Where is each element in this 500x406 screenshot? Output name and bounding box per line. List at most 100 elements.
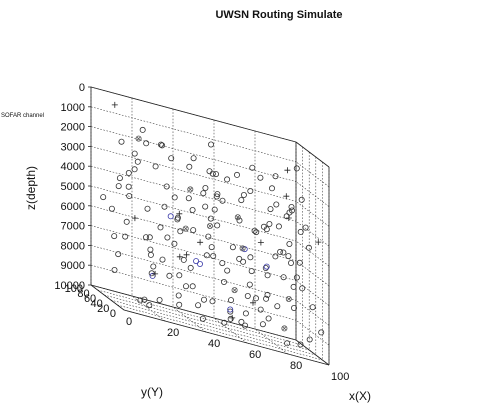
data-point-star — [188, 187, 193, 192]
data-point — [168, 155, 175, 162]
data-point — [283, 213, 290, 220]
data-point — [157, 224, 164, 231]
data-point — [176, 272, 183, 279]
y-tick-label: 20 — [97, 303, 109, 315]
grid-line — [295, 280, 330, 306]
data-point — [309, 304, 316, 311]
data-point-star — [136, 136, 141, 141]
data-point — [274, 303, 281, 310]
x-tick-label: 0 — [126, 316, 132, 328]
data-point — [176, 253, 183, 260]
y-tick-label: 80 — [77, 288, 89, 300]
data-point — [293, 165, 300, 172]
data-point — [108, 205, 115, 212]
data-point — [285, 253, 292, 260]
data-point — [214, 222, 221, 229]
data-point — [186, 163, 193, 170]
data-point — [302, 224, 309, 231]
data-point — [207, 215, 214, 222]
data-point — [193, 258, 200, 265]
data-point-star — [282, 326, 287, 331]
data-point — [200, 296, 207, 303]
data-point — [244, 292, 251, 299]
data-point — [247, 187, 254, 194]
data-point — [286, 240, 293, 247]
z-tick-label: 8000 — [61, 240, 85, 252]
z-tick-label: 9000 — [61, 260, 85, 272]
data-point — [143, 140, 150, 147]
data-point — [123, 218, 130, 225]
data-point — [229, 244, 236, 251]
box-edge — [90, 284, 125, 311]
grid-line — [295, 220, 330, 247]
grid-line — [90, 205, 297, 262]
data-point — [259, 321, 266, 328]
data-point — [272, 253, 279, 260]
z-tick-label: 10000 — [54, 280, 85, 292]
data-point — [131, 150, 138, 157]
box-edge — [295, 141, 330, 168]
data-point — [252, 295, 259, 302]
data-point — [176, 210, 183, 217]
grid-line — [295, 319, 330, 346]
data-point — [196, 260, 203, 267]
data-point — [200, 190, 207, 197]
y-tick-label: 60 — [84, 293, 96, 305]
data-point — [298, 196, 305, 203]
data-point — [209, 170, 216, 177]
data-point — [277, 248, 284, 255]
data-point — [147, 246, 154, 253]
data-point-ring — [135, 135, 142, 142]
data-point — [126, 192, 133, 199]
data-point — [122, 233, 129, 240]
y-tick-label: 40 — [91, 298, 103, 310]
grid-line — [90, 165, 297, 222]
data-point — [280, 274, 287, 281]
data-point — [242, 310, 249, 317]
data-point — [213, 193, 220, 200]
data-point-ring — [231, 287, 238, 294]
data-point — [224, 267, 231, 274]
data-point — [268, 185, 275, 192]
data-point — [287, 259, 294, 266]
data-point — [182, 225, 189, 232]
grid-line — [90, 126, 297, 182]
data-point-ring — [187, 186, 194, 193]
data-point — [205, 233, 212, 240]
data-point — [318, 329, 325, 336]
grid-line — [295, 300, 330, 326]
data-point — [202, 203, 209, 210]
data-point — [152, 163, 159, 170]
data-point — [202, 184, 209, 191]
data-point — [148, 270, 155, 277]
data-point — [234, 214, 241, 221]
data-point-star — [232, 287, 237, 293]
data-point — [190, 155, 197, 162]
data-point — [139, 126, 146, 133]
data-point — [189, 283, 196, 290]
z-tick-label: 6000 — [61, 201, 85, 213]
grid-line — [90, 245, 297, 301]
data-point — [183, 251, 190, 258]
data-point — [157, 141, 164, 148]
data-point — [175, 292, 182, 299]
x-axis-label: x(X) — [349, 389, 371, 403]
chart-title: UWSN Routing Simulate — [215, 9, 342, 21]
grid-line — [213, 317, 248, 344]
x-tick-label: 40 — [208, 338, 220, 350]
data-point — [297, 341, 304, 348]
grid-line — [295, 161, 330, 188]
data-point — [263, 295, 270, 302]
data-point — [285, 295, 292, 302]
data-point — [248, 268, 255, 275]
data-point — [283, 193, 290, 200]
data-point — [246, 281, 253, 288]
data-point — [207, 141, 214, 148]
grid-line — [172, 306, 207, 333]
data-point — [206, 222, 213, 229]
data-point — [125, 183, 132, 190]
data-point — [115, 251, 122, 258]
data-point — [146, 234, 153, 241]
data-point — [111, 101, 118, 108]
grid-line — [97, 289, 303, 346]
